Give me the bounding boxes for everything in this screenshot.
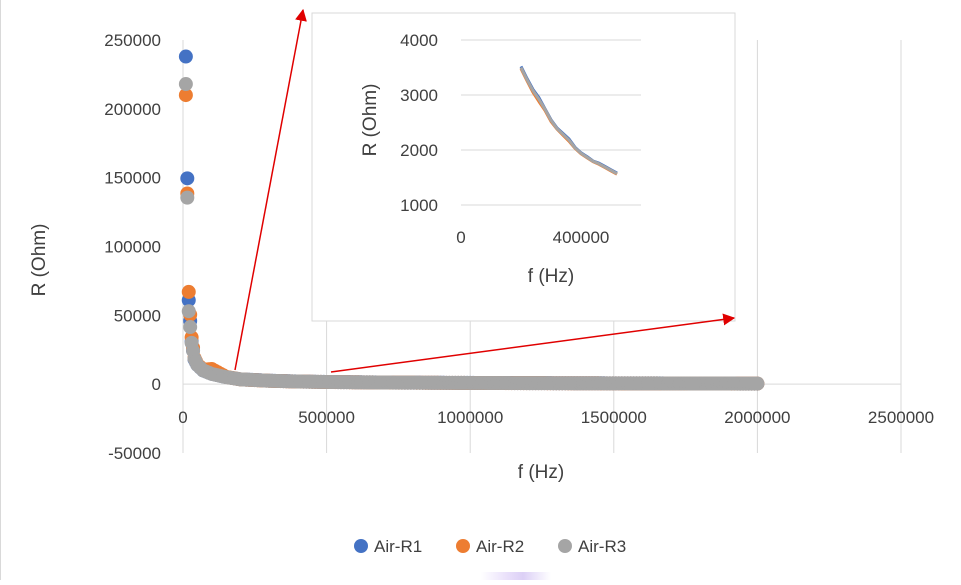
data-point (180, 171, 195, 186)
main-y-axis-title: R (Ohm) (29, 224, 50, 297)
inset-series-Air-R3 (519, 66, 618, 176)
legend-marker (558, 539, 572, 553)
data-point (180, 190, 195, 205)
zoom-arrow-upper (234, 8, 307, 371)
main-x-tick-label: 500000 (298, 408, 355, 427)
data-point (178, 77, 193, 92)
data-point (186, 343, 201, 358)
inset-frame (311, 12, 736, 322)
data-point (181, 304, 196, 319)
legend-marker (354, 539, 368, 553)
legend-label: Air-R2 (476, 537, 524, 556)
data-point (747, 376, 762, 391)
legend-marker (456, 539, 470, 553)
data-point (181, 284, 196, 299)
main-x-tick-label: 2000000 (724, 408, 790, 427)
data-point (183, 320, 198, 335)
inset-x-tick-label: 400000 (553, 228, 610, 247)
inset-y-tick-label: 4000 (400, 31, 438, 50)
main-y-tick-label: 200000 (104, 100, 161, 119)
main-y-tick-label: 150000 (104, 169, 161, 188)
legend-label: Air-R3 (578, 537, 626, 556)
main-y-tick-label: 100000 (104, 238, 161, 257)
main-x-tick-label: 2500000 (868, 408, 934, 427)
main-x-tick-label: 1500000 (581, 408, 647, 427)
series-Air-R3 (178, 77, 765, 391)
zoom-arrow-lower (330, 313, 736, 373)
decorative-mark (481, 572, 551, 580)
inset-y-tick-label: 3000 (400, 86, 438, 105)
main-y-tick-label: 250000 (104, 31, 161, 50)
main-points (178, 49, 765, 391)
legend-label: Air-R1 (374, 537, 422, 556)
inset-x-axis-title: f (Hz) (528, 266, 574, 287)
inset-grid (461, 39, 641, 206)
main-y-tick-label: -50000 (108, 444, 161, 463)
main-y-tick-label: 50000 (114, 306, 161, 325)
main-x-tick-label: 0 (178, 408, 187, 427)
data-point (178, 88, 193, 103)
inset-lines (519, 65, 618, 176)
inset-ticks: 4000 3000 2000 1000 0 400000 (400, 31, 609, 247)
inset-x-tick-label: 0 (456, 228, 465, 247)
main-ticks: 0 500000 1000000 1500000 2000000 250000025000… (104, 31, 934, 463)
main-x-axis-title: f (Hz) (518, 462, 564, 483)
inset-y-axis-title: R (Ohm) (360, 84, 381, 157)
legend: Air-R1 Air-R2 Air-R3 (354, 537, 626, 556)
main-y-tick-label: 0 (152, 375, 161, 394)
inset-y-tick-label: 1000 (400, 196, 438, 215)
data-point (178, 49, 193, 64)
main-x-tick-label: 1000000 (437, 408, 503, 427)
inset-y-tick-label: 2000 (400, 141, 438, 160)
